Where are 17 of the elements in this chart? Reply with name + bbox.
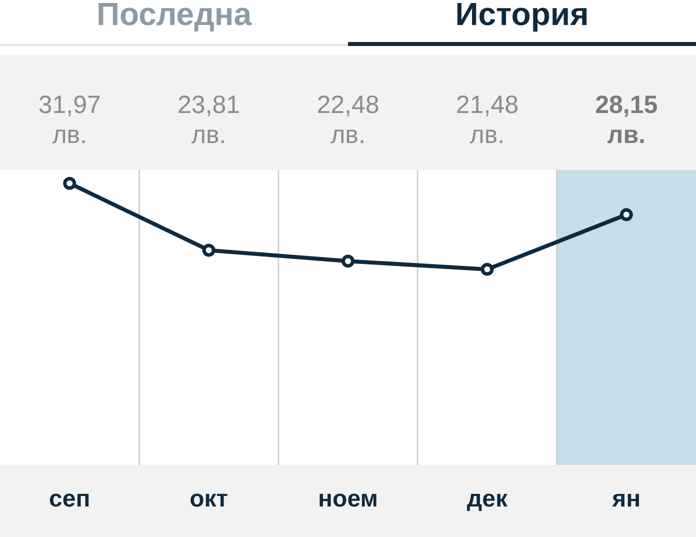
data-label: 21,48 лв. (456, 91, 518, 149)
point (63, 176, 76, 190)
x-tick-label: окт (190, 486, 228, 512)
point (202, 244, 216, 257)
data-label: 28,15 лв. (595, 91, 658, 149)
point (480, 262, 494, 276)
data-label: 31,97 лв. (38, 91, 101, 149)
text: История (348, 0, 696, 46)
point (342, 254, 354, 268)
data-label: 23,81 лв. (178, 91, 240, 149)
x-tick-label: дек (466, 486, 508, 512)
point (620, 208, 633, 222)
x-tick-label: ноем (318, 486, 378, 512)
data-label: 22,48 лв. (316, 91, 380, 149)
x-tick-label: ян (611, 486, 641, 512)
x-tick-label: сеп (49, 486, 90, 512)
text: Последна (0, 0, 348, 46)
